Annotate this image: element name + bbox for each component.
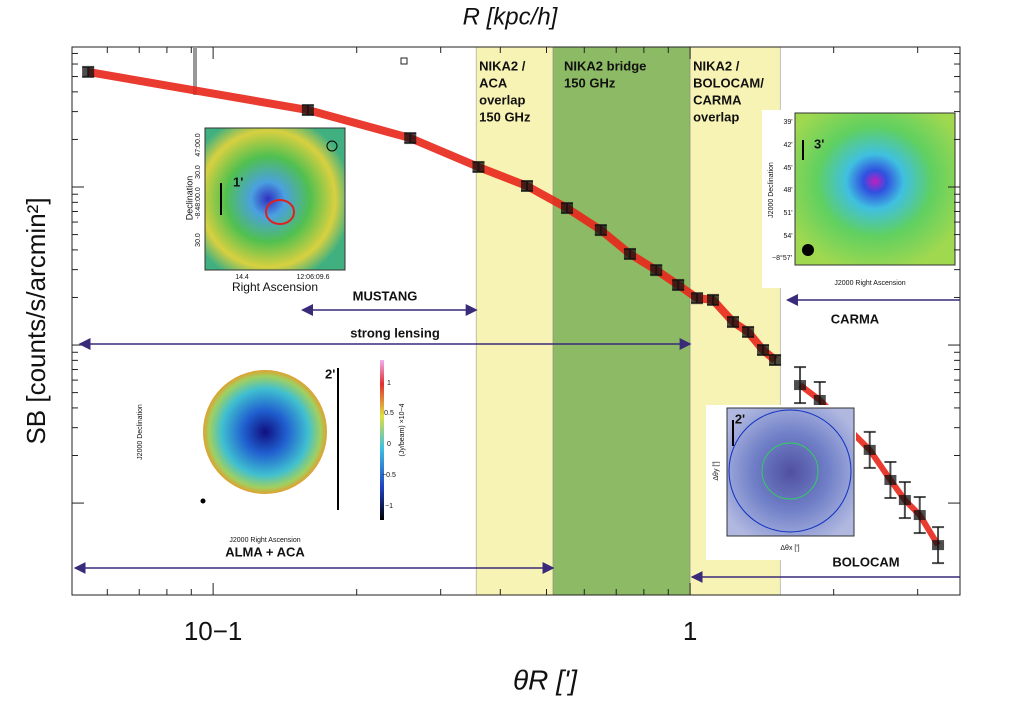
region-label: overlap xyxy=(479,92,525,107)
region-label: NIKA2 / xyxy=(479,58,526,73)
top-axis-label: R [kpc/h] xyxy=(463,3,559,30)
data-point xyxy=(913,510,926,521)
inset-label: 30.0 xyxy=(195,165,202,179)
data-point xyxy=(301,105,314,116)
inset-label: 0.5 xyxy=(384,410,394,417)
inset-label: 1' xyxy=(233,174,243,189)
data-point xyxy=(707,294,720,305)
inset-label: 14.4 xyxy=(235,274,249,281)
x-tick-label: 10−1 xyxy=(184,616,243,646)
inset-label: 3' xyxy=(814,136,824,151)
decoration xyxy=(193,47,197,95)
inset-graphic xyxy=(728,409,852,533)
inset-label: J2000 Declination xyxy=(768,162,775,218)
x-tick-label: 1 xyxy=(683,616,697,646)
inset-label: 39' xyxy=(783,119,792,126)
inset-label: J2000 Right Ascension xyxy=(229,537,300,544)
data-point xyxy=(404,133,417,144)
inset-label: -8:48:00.0 xyxy=(195,187,202,219)
inset-graphic xyxy=(726,407,855,537)
model-band xyxy=(87,67,778,364)
data-point xyxy=(650,265,663,276)
inset-graphic xyxy=(794,112,956,266)
data-point xyxy=(520,180,533,191)
inset-graphic xyxy=(200,498,206,504)
inset-label: Δθx ['] xyxy=(780,545,799,552)
data-point xyxy=(884,474,897,485)
inset-label: 47:00.0 xyxy=(195,133,202,156)
inset-label: 42' xyxy=(783,142,792,149)
inset-label: 2' xyxy=(325,366,335,381)
range-label: BOLOCAM xyxy=(832,554,899,569)
decoration xyxy=(400,57,408,65)
region-label: ACA xyxy=(479,75,508,90)
data-point xyxy=(757,345,770,356)
inset-label: Δθy ['] xyxy=(713,461,720,480)
data-point xyxy=(623,248,636,259)
inset-label: 45' xyxy=(783,165,792,172)
inset-graphic xyxy=(265,199,295,225)
region-label: 150 GHz xyxy=(479,109,531,124)
plot-frame xyxy=(71,46,961,596)
inset-graphic xyxy=(761,442,819,500)
inset-label: −0.5 xyxy=(382,472,396,479)
data-point xyxy=(561,203,574,214)
data-point xyxy=(794,380,807,391)
inset-graphic xyxy=(802,244,814,256)
region-label: 150 GHz xyxy=(564,75,616,90)
inset-label: J2000 Right Ascension xyxy=(834,280,905,287)
inset-label: 48' xyxy=(783,187,792,194)
data-point xyxy=(813,394,826,405)
data-point xyxy=(898,495,911,506)
inset-label: 30.0 xyxy=(195,233,202,247)
inset-label: 54' xyxy=(783,233,792,240)
inset-label: 0 xyxy=(387,441,391,448)
inset-graphic xyxy=(326,140,338,152)
inset-label: 51' xyxy=(783,210,792,217)
range-label: CARMA xyxy=(831,311,880,326)
region xyxy=(552,46,691,596)
inset-label: (Jy/beam) ×10−4 xyxy=(399,403,406,456)
inset-graphic xyxy=(203,370,327,494)
region xyxy=(475,46,554,596)
inset-label: ALMA + ACA xyxy=(225,544,305,559)
y-axis-label: SB [counts/s/arcmin²] xyxy=(21,197,51,444)
region-label: overlap xyxy=(693,109,739,124)
region-label: CARMA xyxy=(693,92,742,107)
data-point xyxy=(726,316,739,327)
inset-label: Declination xyxy=(184,176,194,221)
range-label: strong lensing xyxy=(350,325,440,340)
inset-label: −8°57' xyxy=(772,254,792,262)
data-point xyxy=(672,279,685,290)
inset-label: J2000 Declination xyxy=(137,404,144,460)
data-point xyxy=(82,66,95,77)
inset-label: −1 xyxy=(385,503,393,510)
data-point xyxy=(594,225,607,236)
inset-graphic xyxy=(380,360,384,520)
x-axis-label: θR ['] xyxy=(513,664,578,695)
region-label: BOLOCAM/ xyxy=(693,75,764,90)
region-label: NIKA2 bridge xyxy=(564,58,646,73)
data-point xyxy=(863,444,876,455)
data-point xyxy=(769,355,782,366)
region-label: NIKA2 / xyxy=(693,58,740,73)
data-point xyxy=(742,326,755,337)
inset-graphic xyxy=(204,127,346,271)
inset-label: 12:06:09.6 xyxy=(296,274,329,281)
inset-label: Right Ascension xyxy=(232,280,318,294)
data-point xyxy=(691,293,704,304)
data-point xyxy=(472,161,485,172)
data-point xyxy=(932,540,945,551)
inset-label: 2' xyxy=(735,411,745,426)
range-label: MUSTANG xyxy=(353,288,418,303)
inset-label: 1 xyxy=(387,380,391,387)
